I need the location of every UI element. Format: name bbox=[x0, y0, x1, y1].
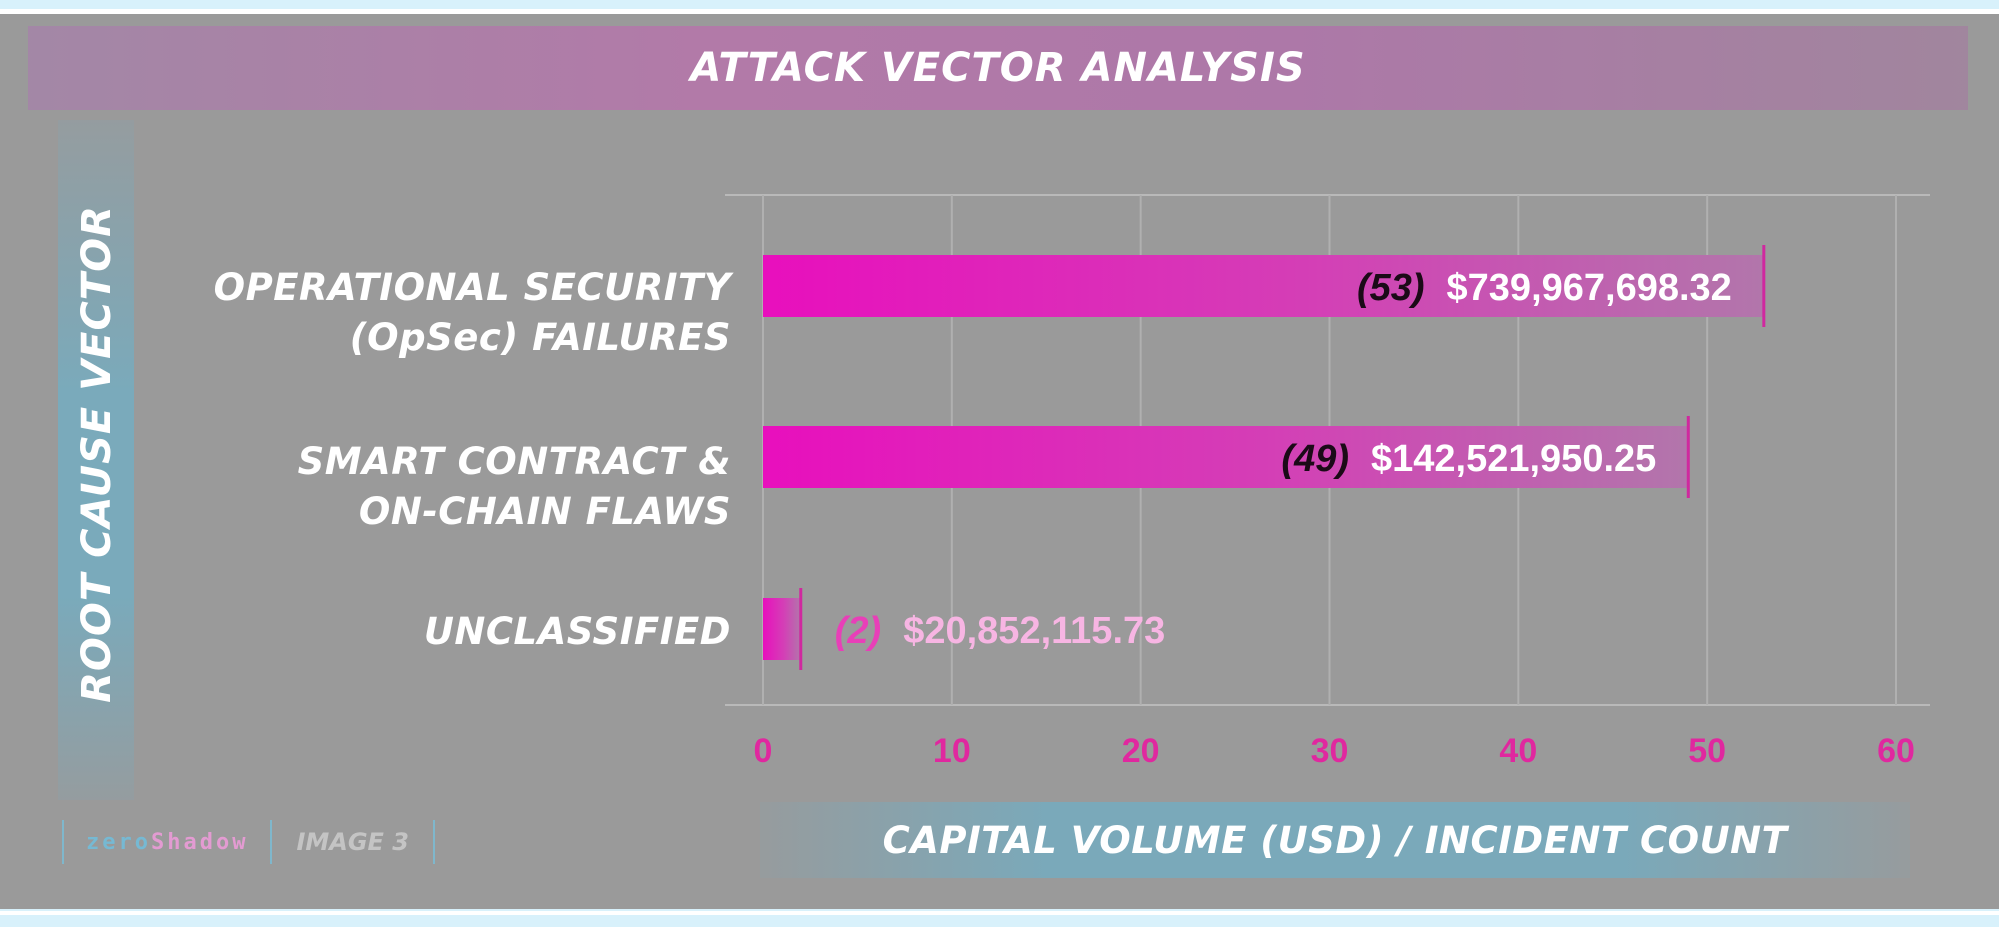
image-tag: IMAGE 3 bbox=[296, 828, 410, 856]
title-band: ATTACK VECTOR ANALYSIS bbox=[28, 26, 1968, 110]
category-label-line: OPERATIONAL SECURITY bbox=[213, 266, 731, 309]
category-label-smart-contract: SMART CONTRACT & ON-CHAIN FLAWS bbox=[298, 437, 731, 537]
x-tick-label: 10 bbox=[933, 732, 971, 770]
count-label: (49) bbox=[1281, 438, 1349, 480]
category-label-line: SMART CONTRACT & bbox=[297, 440, 731, 483]
top-border bbox=[0, 9, 1999, 14]
brand-footer: zeroShadow IMAGE 3 bbox=[62, 812, 436, 872]
divider bbox=[433, 820, 436, 864]
count-label: (2) bbox=[835, 610, 881, 652]
divider bbox=[62, 820, 64, 864]
amount-label: $142,521,950.25 bbox=[1371, 438, 1656, 480]
category-label-unclassified: UNCLASSIFIED bbox=[424, 607, 731, 657]
amount-label: $20,852,115.73 bbox=[903, 610, 1165, 652]
bar bbox=[763, 426, 1689, 488]
chart-title: ATTACK VECTOR ANALYSIS bbox=[690, 45, 1306, 91]
category-label-line: UNCLASSIFIED bbox=[423, 610, 731, 653]
x-tick-label: 0 bbox=[754, 732, 773, 770]
x-tick-label: 40 bbox=[1499, 732, 1537, 770]
category-label-line: (OpSec) FAILURES bbox=[349, 316, 731, 359]
x-tick-label: 60 bbox=[1877, 732, 1915, 770]
divider bbox=[270, 820, 273, 864]
x-tick-label: 30 bbox=[1311, 732, 1349, 770]
x-tick-label: 20 bbox=[1122, 732, 1160, 770]
brand-logo: zeroShadow bbox=[64, 830, 270, 855]
category-label-opsec: OPERATIONAL SECURITY (OpSec) FAILURES bbox=[214, 263, 731, 363]
category-label-line: ON-CHAIN FLAWS bbox=[358, 490, 731, 533]
x-tick-label: 50 bbox=[1688, 732, 1726, 770]
bottom-border bbox=[0, 911, 1999, 915]
count-label: (53) bbox=[1357, 267, 1425, 309]
x-axis-label: CAPITAL VOLUME (USD) / INCIDENT COUNT bbox=[882, 818, 1788, 862]
x-axis-label-band: CAPITAL VOLUME (USD) / INCIDENT COUNT bbox=[760, 802, 1910, 878]
y-axis-label-band bbox=[58, 120, 134, 800]
bar bbox=[763, 255, 1764, 317]
amount-label: $739,967,698.32 bbox=[1447, 267, 1732, 309]
bar bbox=[763, 598, 801, 660]
brand-logo-part: Shadow bbox=[150, 829, 249, 855]
brand-logo-part: zero bbox=[86, 829, 151, 855]
